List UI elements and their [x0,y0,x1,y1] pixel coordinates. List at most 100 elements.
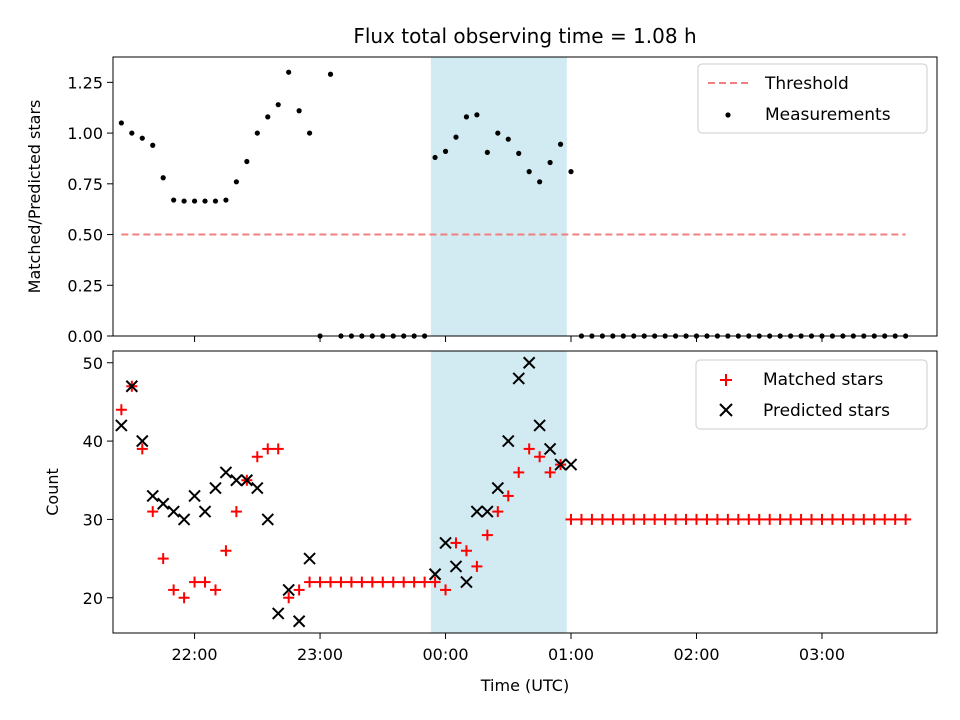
matched-star-point [262,443,274,455]
matched-star-point [544,466,556,478]
measurement-point [306,130,313,136]
matched-star-point [314,576,326,588]
measurement-point [129,130,135,136]
bottom-legend: Matched stars Predicted stars [695,359,928,430]
measurement-point [453,134,459,140]
matched-star-point [168,584,180,596]
matched-star-point [366,576,378,588]
predicted-star-point [502,434,515,448]
predicted-star-point [198,505,212,518]
measurement-point [526,169,532,175]
predicted-star-point [136,434,149,448]
predicted-star-point [533,419,546,432]
measurement-point [171,197,177,203]
matched-star-point [743,513,755,525]
measurement-point [286,69,292,75]
measurement-point [547,159,553,166]
measurement-point [516,150,522,156]
matched-star-point [722,513,734,525]
measurement-point [432,154,438,161]
bottom-shaded-region [430,351,567,633]
predicted-star-point [146,489,159,503]
predicted-star-point [449,560,463,573]
measurement-point [233,179,239,185]
predicted-star-point [564,458,578,471]
measurement-point [254,130,260,136]
predicted-star-point [543,442,557,456]
matched-star-point [115,404,127,416]
matched-star-point [460,545,472,557]
matched-star-point [607,513,619,525]
bottom-x-axis-ticks: 22:00 23:00 00:00 01:00 02:00 03:00 [172,633,845,664]
measurement-point [160,175,166,181]
predicted-star-point [522,356,536,369]
predicted-star-point [167,505,180,518]
top-chart-title: Flux total observing time = 1.08 h [353,24,696,48]
bottom-axes-frame [112,350,938,634]
matched-star-point [398,576,410,588]
top-shaded-region [430,57,567,336]
x-tick-label: 01:00 [548,645,594,664]
measurement-point [212,198,219,204]
measurement-point [557,141,564,147]
legend-threshold-label: Threshold [764,74,849,94]
matched-star-point [230,506,242,518]
top-legend-box [697,63,928,134]
predicted-star-point [554,458,567,471]
matched-star-point [209,584,221,596]
matched-star-point [638,513,650,525]
matched-star-point [565,513,577,525]
predicted-star-point [125,380,139,393]
measurement-point [150,142,156,148]
top-y-axis-label: Matched/Predicted stars [25,100,44,294]
legend-predicted-label: Predicted stars [763,401,890,421]
legend-predicted-swatch [719,403,733,417]
matched-star-point [628,513,640,525]
predicted-star-point [292,615,306,628]
measurement-point [118,120,124,126]
matched-star-point [440,584,452,596]
predicted-star-point [240,474,254,487]
predicted-star-point [261,513,274,526]
legend-matched-label: Matched stars [763,370,883,390]
matched-star-point [858,513,870,525]
y-tick-label: 0.50 [67,226,103,245]
matched-star-point [649,513,661,525]
matched-star-point [711,513,723,525]
measurement-point [202,198,208,204]
predicted-star-point [460,575,473,589]
predicted-star-point [512,372,525,385]
predicted-star-point [230,474,243,487]
predicted-star-point [156,497,170,510]
matched-star-point [868,513,880,525]
matched-star-point [272,443,284,455]
measurement-point [244,158,250,165]
matched-star-point [157,553,169,565]
legend-measurements-swatch [725,112,731,118]
matched-star-point [879,513,891,525]
y-tick-label: 0.75 [67,175,103,194]
measurement-point [181,198,187,204]
predicted-star-point [439,536,452,550]
predicted-star-point [303,552,316,565]
matched-star-point [220,545,232,557]
matched-star-point [304,576,316,588]
matched-star-point [826,513,838,525]
matched-star-point [837,513,849,525]
matched-star-point [429,576,441,588]
legend-matched-swatch [720,374,732,386]
matched-star-point [900,513,912,525]
measurement-point [265,114,271,120]
predicted-star-point [177,513,191,526]
matched-star-point [523,443,535,455]
matched-star-point [492,506,504,518]
bottom-y-axis-label: Count [43,468,62,516]
matched-star-point [889,513,901,525]
matched-star-point [785,513,797,525]
y-tick-label: 1.25 [67,73,103,92]
measurement-point [505,136,511,142]
matched-star-point [764,513,776,525]
measurement-point [442,148,449,154]
matched-star-point [701,513,713,525]
